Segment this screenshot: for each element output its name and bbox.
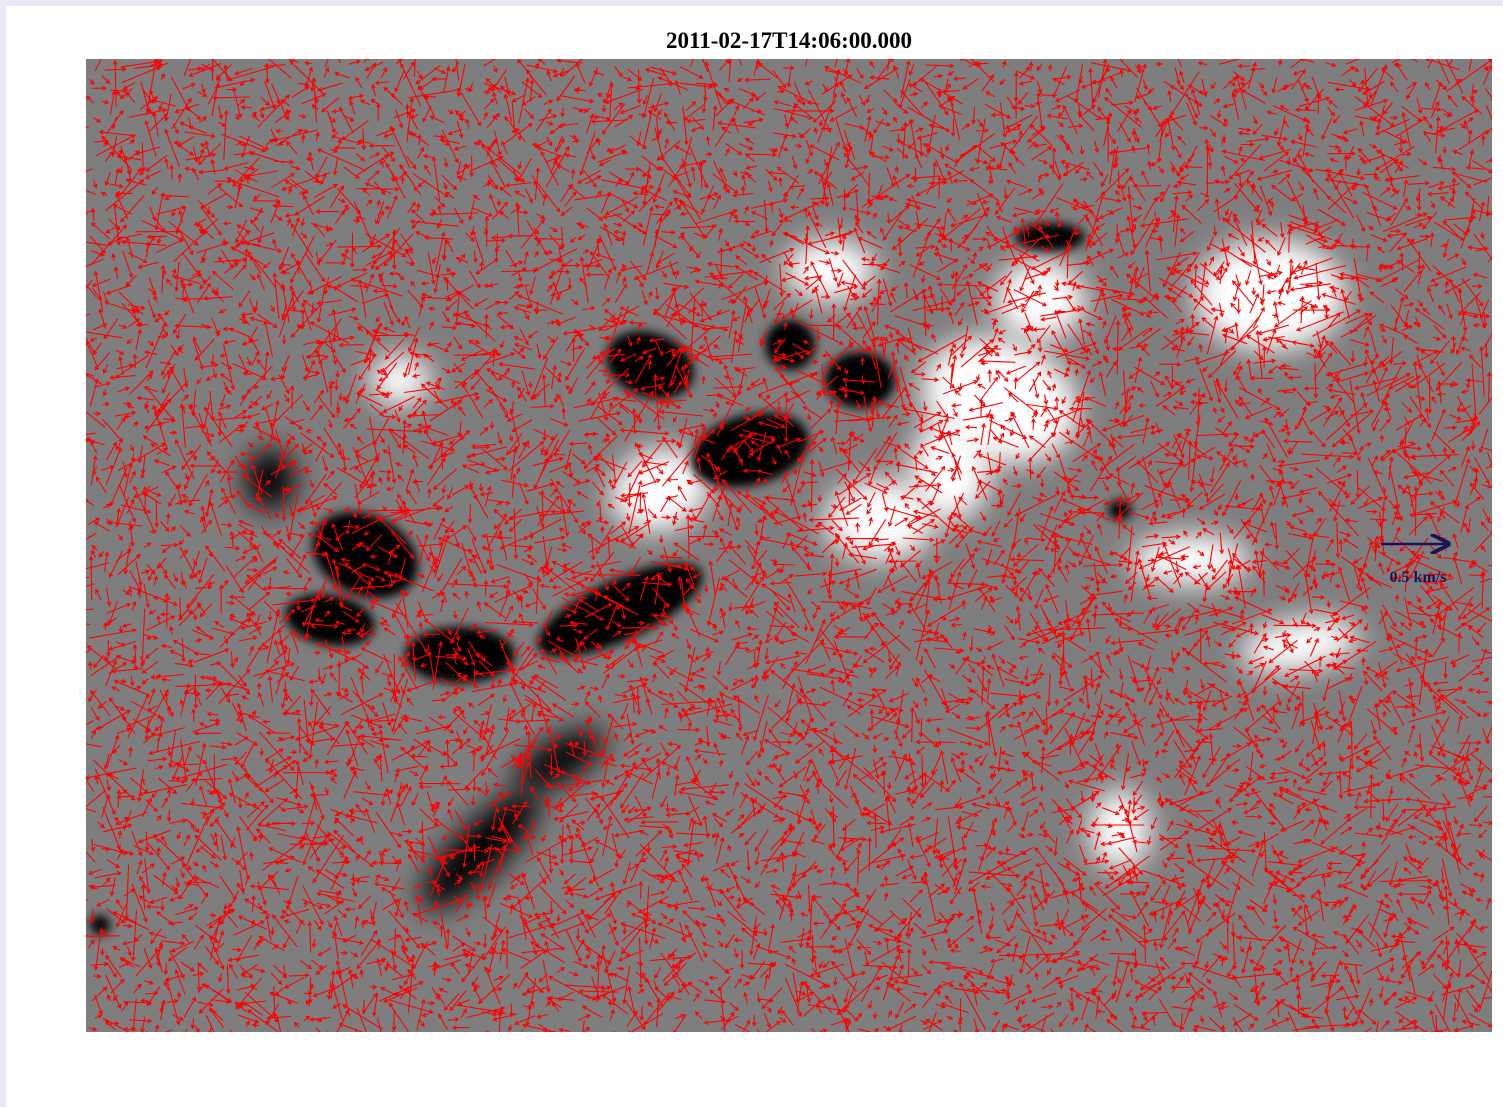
positive-region — [785, 240, 875, 300]
positive-region — [1130, 535, 1250, 585]
velocity-arrows — [86, 59, 1492, 1032]
scale-label: 0.5 km/s — [1390, 569, 1447, 586]
magnetogram — [86, 59, 1492, 1032]
negative-region — [691, 412, 809, 488]
positive-region — [995, 260, 1085, 340]
positive-region — [370, 355, 430, 405]
negative-region — [825, 352, 895, 408]
negative-region — [90, 915, 110, 935]
negative-region — [285, 594, 375, 646]
negative-region — [765, 320, 815, 370]
magnetogram-background — [86, 59, 1492, 1032]
figure-title: 2011-02-17T14:06:00.000 — [666, 28, 912, 53]
positive-region — [1240, 618, 1360, 672]
negative-region — [420, 790, 540, 910]
negative-region — [515, 729, 605, 791]
negative-region — [312, 511, 418, 599]
